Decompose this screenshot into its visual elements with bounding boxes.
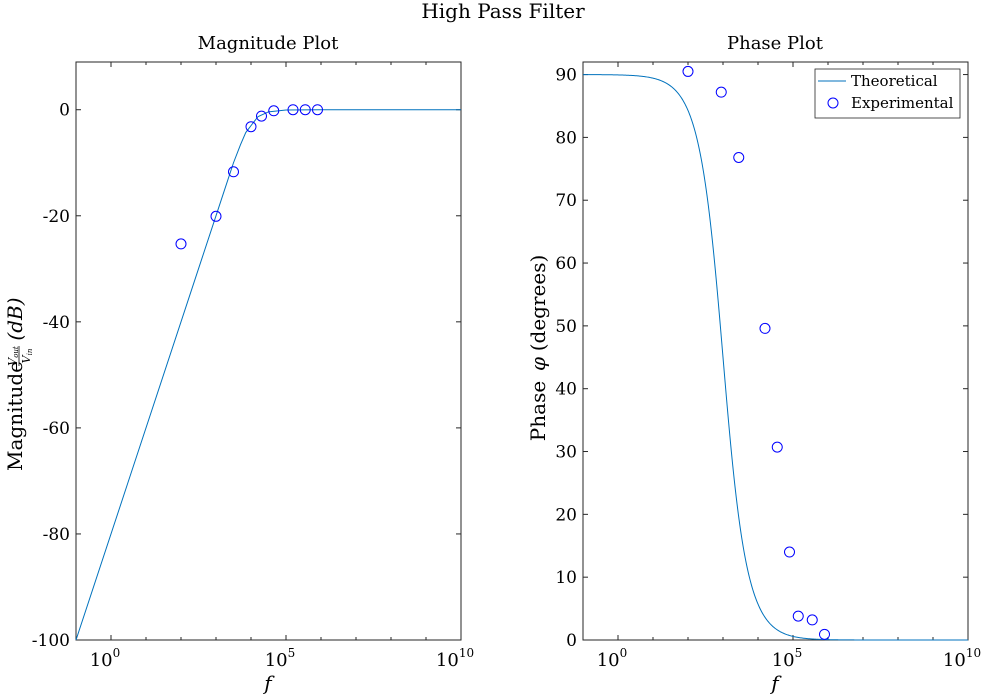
phase-chart: Phase Plot 100 105 1010 0 10 20 30 40 50 60 70 80 90… [526,33,981,695]
magnitude-y-label-prefix: Magnitude [3,361,27,471]
magnitude-y-label-frac-den: Vin [20,348,34,363]
magnitude-experimental-point [228,166,239,178]
phase-experimental-point [759,322,771,334]
magnitude-y-tick-label: -80 [43,525,70,545]
magnitude-x-axis-label: f [262,671,275,695]
phase-y-label-symbol: φ [526,357,550,371]
phase-experimental-point [806,614,818,626]
phase-legend-theoretical: Theoretical [851,72,938,90]
phase-experimental-point [733,151,745,163]
phase-y-tick-label: 40 [555,380,577,400]
phase-legend-marker-sample [827,97,839,109]
phase-experimental-point [771,441,783,453]
magnitude-y-tick-label: 0 [59,101,70,121]
magnitude-experimental-point [268,105,280,117]
magnitude-experimental-point [312,104,323,116]
phase-plot-area [582,61,969,641]
magnitude-chart-title: Magnitude Plot [198,33,339,54]
phase-theoretical-line [583,74,968,641]
phase-y-tick-label: 30 [555,443,577,463]
magnitude-x-tick-label: 100 [90,646,121,671]
phase-ticks: 100 105 1010 0 10 20 30 40 50 60 70 80 90 [555,62,981,671]
phase-experimental-point [682,65,694,77]
phase-experimental-point [792,610,804,622]
phase-experimental-point [819,628,830,640]
magnitude-ticks: 100 105 1010 0 -20 -40 -60 -80 -100 [32,62,474,671]
phase-legend: Theoretical Experimental [814,68,961,119]
phase-y-label-prefix: Phase [526,381,550,441]
figure-title: High Pass Filter [421,0,585,23]
magnitude-experimental-point [287,104,299,116]
phase-legend-box [814,68,961,119]
phase-experimental-point [715,86,727,98]
phase-y-tick-label: 10 [555,568,577,588]
magnitude-series [75,104,461,641]
phase-y-tick-label: 0 [566,631,577,651]
phase-y-tick-label: 80 [555,128,577,148]
magnitude-x-tick-label: 1010 [436,646,474,671]
magnitude-experimental-point [256,110,267,122]
phase-y-label-unit: (degrees) [526,255,550,352]
phase-y-axis-label: Phase φ (degrees) [526,255,550,441]
phase-y-tick-label: 90 [555,66,577,86]
phase-x-tick-label: 100 [597,646,628,671]
phase-x-axis-label: f [769,671,782,695]
magnitude-experimental-point [175,238,187,250]
magnitude-chart: Magnitude Plot 100 105 1010 0 -20 -40 -60 -80 -1… [3,33,474,695]
magnitude-y-axis-label: Magnitude Vout Vin (dB) [3,297,34,471]
magnitude-theoretical-line [75,109,461,641]
phase-y-tick-label: 50 [555,317,577,337]
phase-x-tick-label: 1010 [943,646,981,671]
magnitude-x-tick-label: 105 [265,646,296,671]
phase-chart-title: Phase Plot [727,33,824,54]
magnitude-experimental-point [245,121,257,133]
magnitude-y-tick-label: -40 [43,313,70,333]
magnitude-y-tick-label: -60 [43,419,70,439]
phase-y-tick-label: 70 [555,191,577,211]
phase-series [583,65,968,641]
magnitude-y-tick-label: -100 [32,631,70,651]
magnitude-experimental-point [299,104,311,116]
magnitude-y-label-frac-num: Vout [6,346,20,366]
magnitude-plot-area [75,61,462,641]
phase-legend-experimental: Experimental [851,94,954,112]
phase-x-tick-label: 105 [772,646,803,671]
magnitude-y-label-unit: (dB) [3,297,27,340]
phase-experimental-point [784,546,795,558]
phase-y-tick-label: 20 [555,505,577,525]
magnitude-y-tick-label: -20 [43,207,70,227]
magnitude-experimental-point [210,210,222,222]
phase-y-tick-label: 60 [555,254,577,274]
